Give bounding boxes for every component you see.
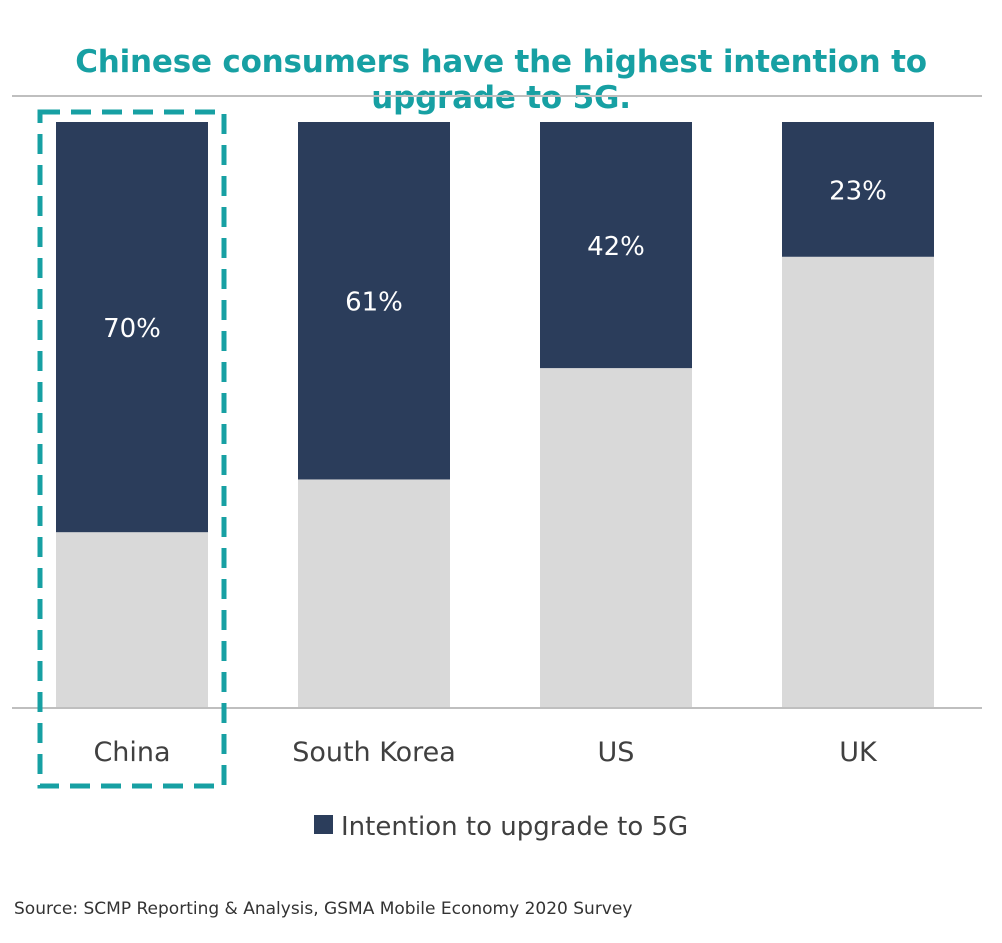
- bar-rest-us: [540, 368, 692, 708]
- category-label-china: China: [93, 737, 170, 768]
- category-label-us: US: [598, 737, 635, 768]
- chart-title: Chinese consumers have the highest inten…: [75, 44, 927, 116]
- bar-rest-uk: [782, 256, 934, 708]
- bar-intention-uk: [782, 122, 934, 257]
- bar-intention-us: [540, 122, 692, 369]
- bar-rest-south-korea: [298, 479, 450, 708]
- data-label-china: 70%: [103, 314, 161, 344]
- category-label-uk: UK: [839, 737, 878, 768]
- legend-swatch: [314, 815, 333, 834]
- data-label-south-korea: 61%: [345, 288, 403, 318]
- data-label-us: 42%: [587, 232, 645, 262]
- highlight-box-china: [37, 109, 227, 789]
- bar-intention-china: [56, 122, 208, 533]
- bar-intention-south-korea: [298, 122, 450, 480]
- source-note: Source: SCMP Reporting & Analysis, GSMA …: [14, 899, 633, 919]
- data-label-uk: 23%: [829, 176, 887, 206]
- bar-rest-china: [56, 532, 208, 708]
- legend-label: Intention to upgrade to 5G: [341, 812, 688, 842]
- legend: Intention to upgrade to 5G: [314, 812, 688, 842]
- category-label-south-korea: South Korea: [292, 737, 456, 768]
